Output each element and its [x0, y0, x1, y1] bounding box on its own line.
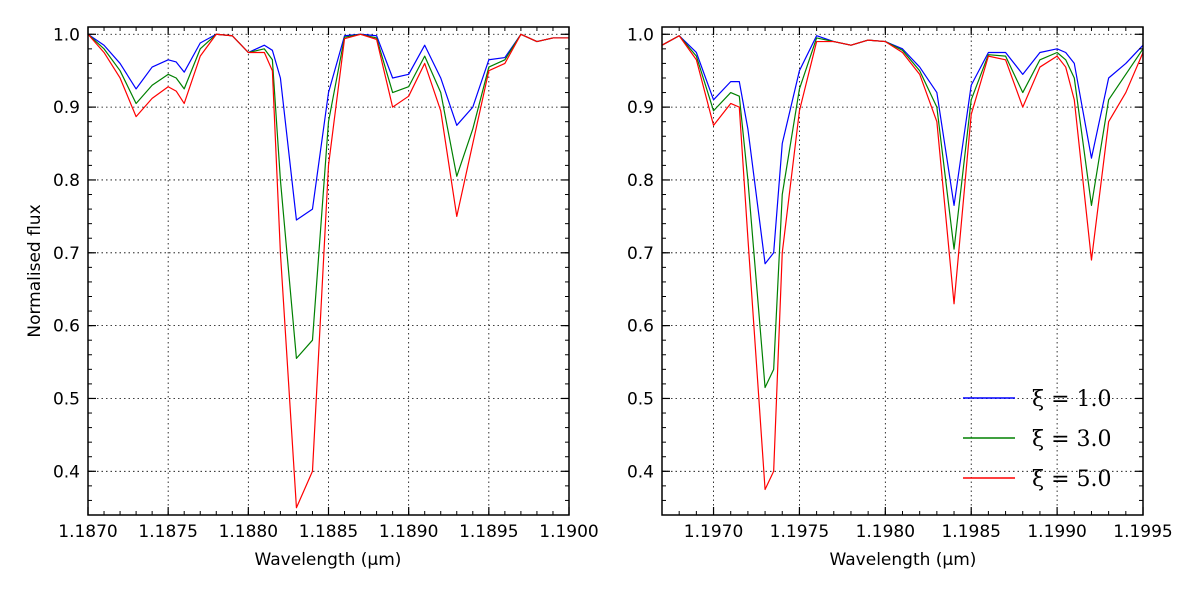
y-tick-label: 0.7 [53, 244, 80, 264]
y-tick-label: 0.9 [53, 98, 80, 118]
x-tick-label: 1.1980 [856, 522, 915, 542]
legend: ξ = 1.0 ξ = 3.0 ξ = 5.0 [963, 387, 1112, 492]
y-tick-label: 0.6 [627, 317, 654, 337]
x-tick-label: 1.1970 [684, 522, 743, 542]
y-tick-label: 0.5 [53, 389, 80, 409]
x-tick-label: 1.1975 [770, 522, 829, 542]
legend-label-3: ξ = 5.0 [1032, 467, 1112, 492]
x-tick-label: 1.1985 [941, 522, 1000, 542]
legend-label-1: ξ = 1.0 [1032, 387, 1112, 412]
y-tick-label: 0.9 [627, 98, 654, 118]
y-tick-label: 0.7 [627, 244, 654, 264]
y-tick-label: 0.8 [627, 171, 654, 191]
series-line-3 [87, 33, 569, 509]
y-tick-label: 0.5 [627, 389, 654, 409]
series-line-2 [661, 35, 1144, 389]
left-y-axis-label: Normalised flux [25, 204, 45, 337]
y-tick-label: 0.6 [53, 317, 80, 337]
legend-label-2: ξ = 3.0 [1032, 427, 1112, 452]
x-tick-label: 1.1895 [459, 522, 518, 542]
x-tick-label: 1.1900 [539, 522, 598, 542]
x-tick-label: 1.1880 [219, 522, 278, 542]
x-tick-label: 1.1885 [299, 522, 358, 542]
x-tick-label: 1.1870 [58, 522, 117, 542]
series-line-1 [661, 35, 1144, 265]
y-tick-label: 0.8 [53, 171, 80, 191]
right-panel: 1.1970 1.1975 1.1980 1.1985 1.1990 1.1995 0.4 0… [627, 25, 1173, 542]
right-x-axis-label: Wavelength (μm) [830, 550, 977, 570]
y-tick-label: 1.0 [627, 25, 654, 45]
x-tick-label: 1.1990 [1027, 522, 1086, 542]
y-tick-label: 0.4 [627, 462, 654, 482]
series-line-2 [87, 33, 569, 359]
y-tick-label: 1.0 [53, 25, 80, 45]
y-tick-label: 0.4 [53, 462, 80, 482]
x-tick-label: 1.1890 [379, 522, 438, 542]
left-x-axis-label: Wavelength (μm) [255, 550, 402, 570]
series-line-1 [87, 33, 569, 221]
x-tick-label: 1.1875 [138, 522, 197, 542]
x-tick-label: 1.1995 [1113, 522, 1172, 542]
series-line-3 [661, 35, 1144, 491]
left-panel: 1.1870 1.1875 1.1880 1.1885 1.1890 1.1895 1.19… [53, 25, 599, 542]
